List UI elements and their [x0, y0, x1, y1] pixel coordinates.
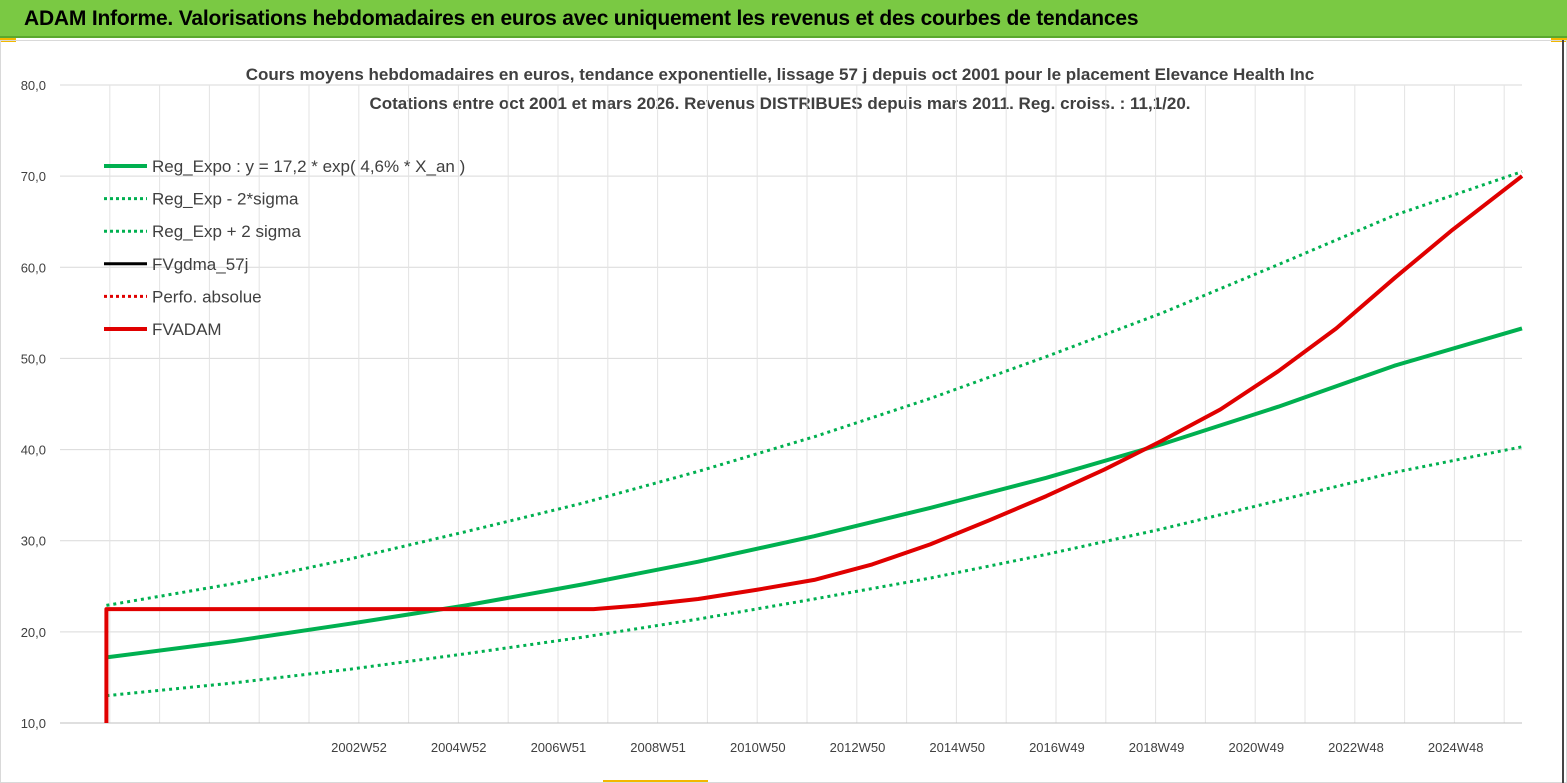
y-tick-label: 80,0 — [21, 78, 46, 93]
x-tick-label: 2012W50 — [830, 740, 886, 755]
x-tick-label: 2004W52 — [431, 740, 487, 755]
y-axis-ticks: 80,0 70,0 60,0 50,0 40,0 30,0 20,0 10,0 — [21, 78, 46, 731]
chart-area-border — [0, 40, 1567, 783]
chart-title: Cours moyens hebdomadaires en euros, ten… — [246, 65, 1315, 84]
legend-label: FVgdma_57j — [152, 255, 248, 274]
y-tick-label: 70,0 — [21, 169, 46, 184]
legend-label: Reg_Expo : y = 17,2 * exp( 4,6% * X_an ) — [152, 157, 465, 176]
x-tick-label: 2020W49 — [1228, 740, 1284, 755]
chart-legend: Reg_Expo : y = 17,2 * exp( 4,6% * X_an )… — [104, 157, 465, 339]
header-banner: ADAM Informe. Valorisations hebdomadaire… — [0, 0, 1567, 38]
legend-label: Reg_Exp + 2 sigma — [152, 222, 301, 241]
y-tick-label: 50,0 — [21, 351, 46, 366]
y-tick-label: 40,0 — [21, 443, 46, 458]
x-tick-label: 2006W51 — [531, 740, 587, 755]
y-tick-label: 60,0 — [21, 260, 46, 275]
x-tick-label: 2008W51 — [630, 740, 686, 755]
series-line-0 — [106, 326, 1523, 660]
plot-series — [104, 170, 1524, 723]
legend-label: FVADAM — [152, 320, 222, 339]
x-tick-label: 2014W50 — [929, 740, 985, 755]
chart-frame: Cours moyens hebdomadaires en euros, ten… — [0, 40, 1567, 783]
series-line-2 — [106, 170, 1523, 607]
x-tick-label: 2018W49 — [1129, 740, 1185, 755]
series-line-5 — [104, 174, 1524, 723]
chart-gridlines — [60, 84, 1522, 724]
x-tick-label: 2016W49 — [1029, 740, 1085, 755]
legend-label: Perfo. absolue — [152, 287, 262, 306]
series-line-3 — [593, 175, 1523, 611]
series-line-1 — [106, 445, 1523, 698]
legend-label: Reg_Exp - 2*sigma — [152, 190, 299, 209]
corner-accent-bottom — [603, 780, 708, 783]
x-axis-ticks: 2002W52 2004W52 2006W51 2008W51 2010W50 2012W… — [331, 740, 1483, 755]
x-tick-label: 2022W48 — [1328, 740, 1384, 755]
y-tick-label: 10,0 — [21, 716, 46, 731]
page-title: ADAM Informe. Valorisations hebdomadaire… — [24, 7, 1139, 30]
x-tick-label: 2024W48 — [1428, 740, 1484, 755]
chart-subtitle: Cotations entre oct 2001 et mars 2026. R… — [369, 94, 1190, 113]
x-tick-label: 2002W52 — [331, 740, 387, 755]
y-tick-label: 20,0 — [21, 625, 46, 640]
y-tick-label: 30,0 — [21, 534, 46, 549]
x-tick-label: 2010W50 — [730, 740, 786, 755]
